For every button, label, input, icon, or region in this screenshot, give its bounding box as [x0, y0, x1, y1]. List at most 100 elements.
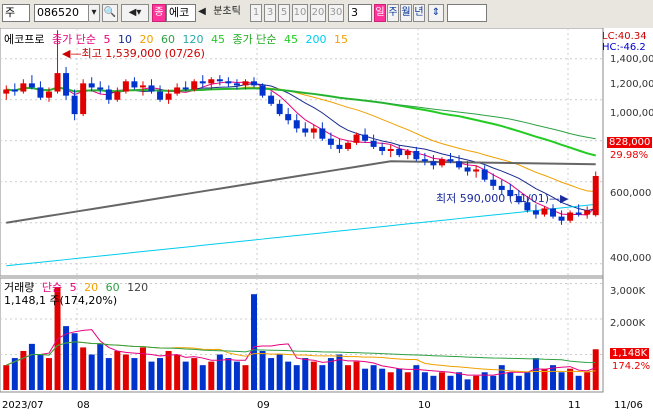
- volume-bar: [208, 361, 215, 390]
- ma45-label: 45: [210, 33, 225, 46]
- monthly-button[interactable]: 월: [400, 4, 412, 22]
- left-arrow-icon[interactable]: ◀: [198, 6, 206, 17]
- candle-body: [379, 146, 386, 151]
- candle-body: [344, 142, 351, 149]
- xlabel-10: 10: [418, 400, 431, 411]
- candle-body: [490, 179, 497, 186]
- candle-body: [387, 148, 394, 151]
- candle-body: [80, 83, 87, 115]
- volume-bar: [242, 365, 249, 390]
- candle-body: [498, 185, 505, 190]
- ma2-15-label: 15: [333, 33, 348, 46]
- count-select[interactable]: 3: [348, 4, 372, 22]
- vol-ma60-label: 60: [105, 281, 120, 294]
- volume-bar: [464, 379, 471, 390]
- volume-bar: [174, 354, 181, 390]
- candle-body: [139, 85, 146, 88]
- market-select[interactable]: 주: [2, 4, 30, 22]
- volume-title: 거래량: [4, 281, 35, 294]
- vtick-2000: 2,000K: [610, 318, 646, 329]
- ma2-title: 종가 단순: [232, 33, 277, 46]
- lc-label: LC:40.34: [602, 31, 647, 42]
- volume-bar: [71, 333, 78, 390]
- volume-bar: [182, 361, 189, 390]
- ma5-line: [6, 81, 597, 216]
- volume-bar: [515, 375, 522, 390]
- volume-bar: [45, 358, 52, 390]
- extra-input[interactable]: [447, 4, 487, 22]
- candle-body: [319, 128, 326, 139]
- volume-note: 1,148,1 주(174,20%): [4, 294, 118, 307]
- search-icon[interactable]: 🔍: [102, 4, 118, 22]
- candle-body: [105, 89, 112, 100]
- volume-bar: [592, 349, 599, 390]
- candle-body: [430, 161, 437, 166]
- low-note: 최저 590,000 (11/01)—▶: [436, 190, 568, 206]
- interval-5[interactable]: 5: [278, 4, 290, 22]
- mode-button[interactable]: 종: [152, 4, 166, 22]
- candle-body: [550, 208, 557, 217]
- candle-body: [302, 128, 309, 133]
- volume-bar: [404, 372, 411, 390]
- speaker-icon[interactable]: ◀▾: [121, 4, 149, 22]
- volume-bar: [362, 368, 369, 390]
- ma200-line: [6, 203, 596, 267]
- candle-body: [447, 159, 454, 162]
- updown-arrow-icon[interactable]: ⇕: [428, 4, 444, 22]
- volume-bar: [456, 372, 463, 390]
- volume-bar: [191, 358, 198, 390]
- candle-body: [473, 169, 480, 172]
- volume-bar: [251, 294, 258, 390]
- candle-body: [567, 212, 574, 221]
- candle-body: [421, 159, 428, 162]
- volume-bar: [490, 375, 497, 390]
- candle-body: [259, 85, 266, 96]
- chevron-down-icon[interactable]: ▾: [88, 4, 100, 22]
- volume-bar: [199, 365, 206, 390]
- volume-bar: [122, 354, 129, 390]
- interval-1[interactable]: 1: [250, 4, 262, 22]
- ma2-200-label: 200: [305, 33, 327, 46]
- volume-bar: [319, 365, 326, 390]
- interval-3[interactable]: 3: [264, 4, 276, 22]
- interval-10[interactable]: 10: [292, 4, 308, 22]
- volume-bar: [310, 361, 317, 390]
- volume-bar: [558, 372, 565, 390]
- candle-body: [97, 87, 104, 90]
- yearly-button[interactable]: 년: [413, 4, 425, 22]
- xlabel-2023-07: 2023/07: [2, 400, 44, 411]
- volume-bar: [276, 354, 283, 390]
- vol-ma120-label: 120: [127, 281, 149, 294]
- volume-bar: [3, 365, 10, 390]
- high-note: ◀—최고 1,539,000 (07/26): [62, 45, 205, 61]
- candle-body: [464, 167, 471, 172]
- toolbar: 주 086520 ▾ 🔍 ◀▾ 종 에코 ◀ 분초틱 1 3 5 10 20 3…: [0, 0, 653, 29]
- candle-body: [131, 81, 138, 88]
- volume-bar: [114, 350, 121, 390]
- volume-bar: [379, 368, 386, 390]
- volume-bar: [438, 372, 445, 390]
- volume-bar: [97, 343, 104, 390]
- weekly-button[interactable]: 주: [387, 4, 399, 22]
- ma5-label: 5: [103, 33, 111, 46]
- candle-body: [251, 81, 258, 86]
- chart-svg: [0, 28, 604, 393]
- daily-button[interactable]: 일: [374, 4, 386, 22]
- volume-bar: [157, 358, 164, 390]
- volume-bar: [233, 361, 240, 390]
- volume-bar: [447, 375, 454, 390]
- volume-bar: [524, 372, 531, 390]
- candle-body: [3, 89, 10, 94]
- stock-code-input[interactable]: 086520: [34, 4, 96, 22]
- candle-body: [225, 81, 232, 84]
- volume-bar: [421, 372, 428, 390]
- candle-body: [122, 81, 129, 92]
- high-note-text: 최고 1,539,000 (07/26): [81, 47, 205, 60]
- period-label[interactable]: 분초틱: [213, 6, 241, 17]
- volume-bar: [413, 365, 420, 390]
- interval-20[interactable]: 20: [310, 4, 326, 22]
- volume-bar: [584, 372, 591, 390]
- interval-30[interactable]: 30: [328, 4, 344, 22]
- candle-body: [438, 159, 445, 166]
- volume-bar: [353, 361, 360, 390]
